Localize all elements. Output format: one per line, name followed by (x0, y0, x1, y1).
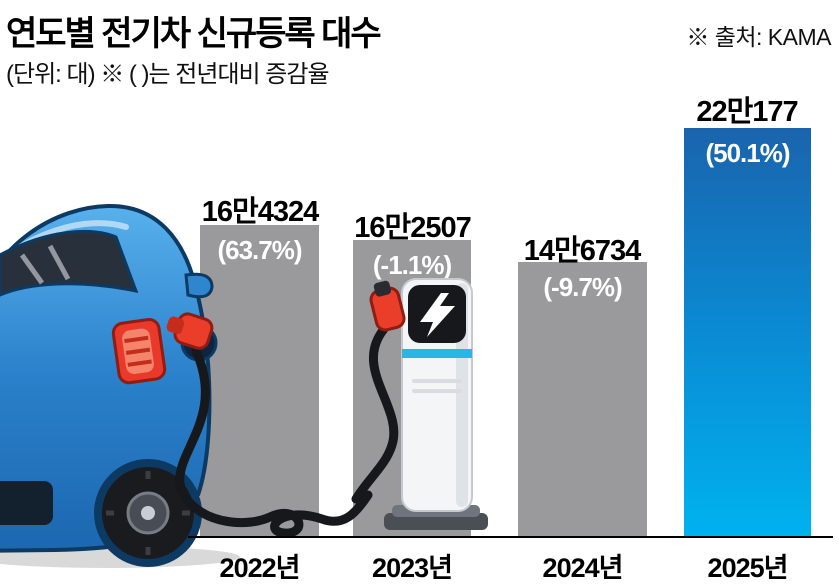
bar-2022: (63.7%) (200, 225, 319, 537)
x-axis-line (188, 536, 833, 538)
side-mirror (184, 272, 214, 299)
charger-handle (369, 280, 406, 332)
charging-cable (175, 324, 399, 538)
bar-2022-value-label: 16만4324 (201, 196, 319, 228)
rear-window (0, 229, 139, 297)
car-illustration (0, 203, 240, 568)
bar-2025-value-label: 22만177 (696, 96, 798, 128)
x-label-2023: 2023년 (372, 553, 453, 583)
source-note: ※ 출처: KAMA (686, 24, 831, 50)
bar-2023-change-label: (-1.1%) (372, 250, 452, 280)
bar-2022-change-label: (63.7%) (217, 235, 302, 265)
roof-highlight (0, 220, 129, 265)
bar-2024-value-label: 14만6734 (523, 235, 641, 267)
x-label-2024: 2024년 (542, 553, 624, 583)
ev-charging-illustration (0, 203, 488, 568)
page-title: 연도별 전기차 신규등록 대수 (6, 15, 382, 53)
license-plate (0, 481, 53, 525)
lightning-bolt-icon (420, 293, 455, 337)
bar-2024: (-9.7%) (518, 262, 647, 537)
x-label-2022: 2022년 (219, 553, 301, 583)
chart-subtitle: (단위: 대) ※ ( )는 전년대비 증감율 (6, 61, 330, 88)
bar-2024-change-label: (-9.7%) (543, 272, 622, 302)
bar-2025-change-label: (50.1%) (705, 138, 790, 168)
charging-plug (166, 312, 214, 350)
charging-station (384, 278, 488, 530)
bar-2023-value-label: 16만2507 (354, 212, 471, 244)
rear-wheel (94, 459, 202, 567)
x-label-2025: 2025년 (707, 553, 789, 583)
bar-2025: (50.1%) (684, 128, 811, 537)
tail-light (111, 318, 167, 385)
